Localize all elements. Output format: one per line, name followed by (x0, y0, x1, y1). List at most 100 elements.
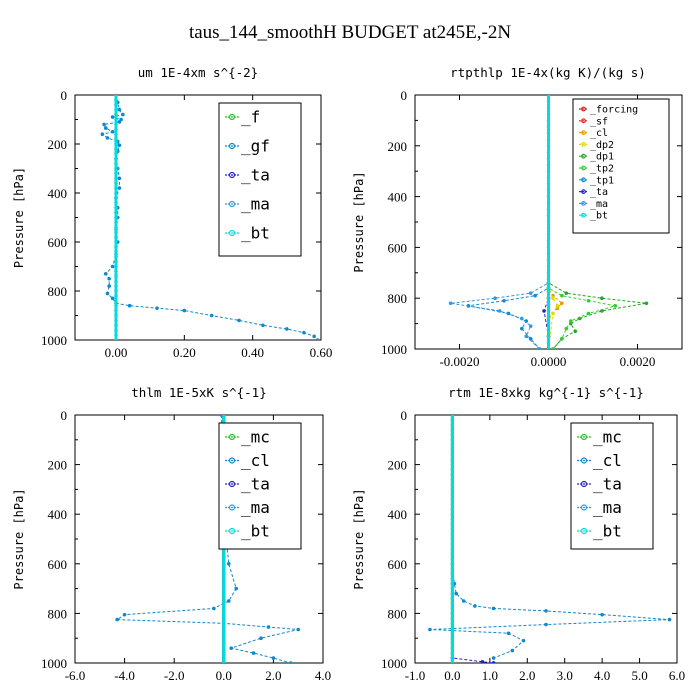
legend-marker (580, 433, 588, 441)
series-bt-point (114, 260, 118, 264)
y-tick-label: 0 (61, 408, 68, 423)
series-gf-point (103, 126, 108, 130)
legend-label: _mc (241, 428, 270, 447)
series-gf-point (103, 272, 108, 276)
y-axis-label: Pressure [hPa] (352, 488, 366, 589)
series-bt-point (450, 616, 455, 620)
y-tick-label: 400 (388, 190, 408, 205)
panel-title: rtm 1E-8xkg kg^{-1} s^{-1} (448, 385, 644, 400)
series-bt-point (222, 415, 226, 417)
y-tick-label: 0 (61, 88, 68, 103)
series-bt-point (546, 233, 551, 237)
y-tick-label: 200 (48, 137, 68, 152)
legend: _f _gf _ta _ma _bt (218, 102, 302, 257)
series-bt-point (114, 152, 118, 156)
y-tick-label: 200 (48, 458, 68, 473)
series-cl-point (491, 606, 496, 611)
y-tick-label: 400 (388, 507, 408, 522)
series-cl-point (219, 415, 224, 417)
legend-marker (581, 165, 586, 171)
series-bt-point (114, 196, 118, 200)
y-tick-label: 800 (48, 606, 68, 621)
series-bt-point (114, 162, 118, 166)
series-bt-point (114, 181, 118, 185)
series-bt-point (546, 322, 551, 326)
legend-label: _ma (241, 498, 270, 517)
series-gf-point (107, 276, 111, 281)
legend-marker (228, 527, 236, 535)
series-gf-point (110, 264, 115, 269)
series-bt-point (222, 641, 226, 645)
legend-label: _ma (590, 199, 608, 210)
series-cl-line (548, 95, 563, 349)
series-tp2-point (551, 347, 555, 349)
legend-label: _ma (593, 498, 622, 517)
series-bt-point (222, 418, 226, 422)
series-tp2-line (548, 95, 616, 349)
series-gf-line (101, 95, 318, 340)
legend-marker (228, 457, 236, 464)
series-bt-point (450, 656, 455, 660)
series-bt-point (450, 606, 455, 611)
series-bt-point (546, 214, 551, 218)
series-bt-point (450, 621, 455, 625)
series-bt-point (114, 176, 118, 180)
series-bt-point (546, 137, 551, 142)
series-bt-point (546, 264, 551, 269)
series-cl-point (251, 651, 256, 655)
series-bt-point (222, 557, 226, 561)
series-ma-point (448, 301, 453, 306)
series-gf-point (155, 306, 159, 310)
series-bt-point (450, 418, 455, 422)
series-bt-point (450, 428, 455, 432)
series-bt-point (450, 567, 455, 571)
panel-title: thlm 1E-5xK s^{-1} (131, 385, 266, 400)
series-bt-point (546, 283, 551, 288)
series-bt-point (450, 527, 455, 531)
series-bt-point (546, 118, 551, 122)
series-gf-point (312, 334, 316, 339)
series-bt-point (546, 296, 551, 300)
series-bt-point (450, 532, 455, 536)
series-dp2-point (551, 296, 555, 301)
series-bt-point (114, 264, 118, 269)
legend-label: _forcing (590, 105, 638, 116)
series-bt-point (450, 507, 455, 511)
series-bt-point (114, 279, 118, 283)
series-cl-point (288, 661, 293, 663)
series-bt-point (450, 577, 455, 581)
series-bt-point (222, 616, 226, 620)
y-tick-label: 1000 (381, 656, 407, 671)
series-bt-point (222, 646, 226, 650)
series-bt-point (450, 601, 455, 606)
series-cl-point (555, 306, 560, 311)
series-cl-point (271, 656, 276, 660)
series-bt-point (450, 641, 455, 645)
series-bt-point (450, 433, 455, 437)
series-bt-point (114, 235, 118, 239)
series-gf-point (105, 291, 110, 296)
legend-marker (581, 200, 586, 206)
series-bt-point (114, 157, 118, 161)
series-bt-point (114, 245, 118, 249)
series-bt-point (546, 328, 551, 332)
series-cl-point (259, 636, 263, 640)
series-tp2-point (560, 293, 564, 298)
series-bt-point (450, 651, 455, 655)
series-tp1-point (502, 298, 506, 303)
series-bt-point (450, 517, 455, 521)
series-ma-point (493, 296, 497, 301)
series-bt-point (114, 333, 118, 337)
series-bt-point (546, 195, 551, 199)
series-ma-point (524, 334, 529, 339)
legend-label: _bt (593, 522, 622, 541)
series-cl-line (115, 415, 299, 663)
legend-marker (581, 177, 586, 183)
series-bt-point (114, 323, 118, 327)
series-bt-point (546, 169, 551, 173)
series-bt-point (114, 313, 118, 318)
series-bt-point (546, 131, 551, 135)
y-tick-label: 400 (48, 507, 68, 522)
series-bt-point (222, 601, 226, 606)
series-bt-point (450, 458, 455, 462)
